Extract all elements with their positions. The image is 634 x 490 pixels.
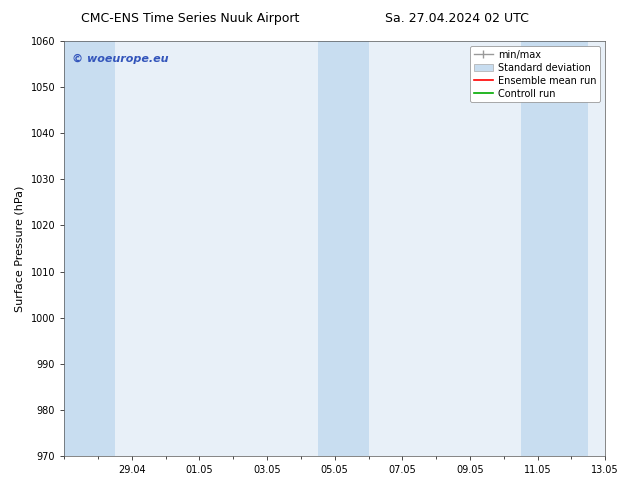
Text: © woeurope.eu: © woeurope.eu [72,53,169,64]
Y-axis label: Surface Pressure (hPa): Surface Pressure (hPa) [15,185,25,312]
Text: CMC-ENS Time Series Nuuk Airport: CMC-ENS Time Series Nuuk Airport [81,12,299,25]
Title: CMC-ENS Time Series Nuuk Airport    Sa. 27.04.2024 02 UTC: CMC-ENS Time Series Nuuk Airport Sa. 27.… [0,489,1,490]
Legend: min/max, Standard deviation, Ensemble mean run, Controll run: min/max, Standard deviation, Ensemble me… [470,46,600,102]
Bar [318,41,368,456]
Bar [64,41,115,456]
Text: Sa. 27.04.2024 02 UTC: Sa. 27.04.2024 02 UTC [385,12,528,25]
Bar [521,41,588,456]
